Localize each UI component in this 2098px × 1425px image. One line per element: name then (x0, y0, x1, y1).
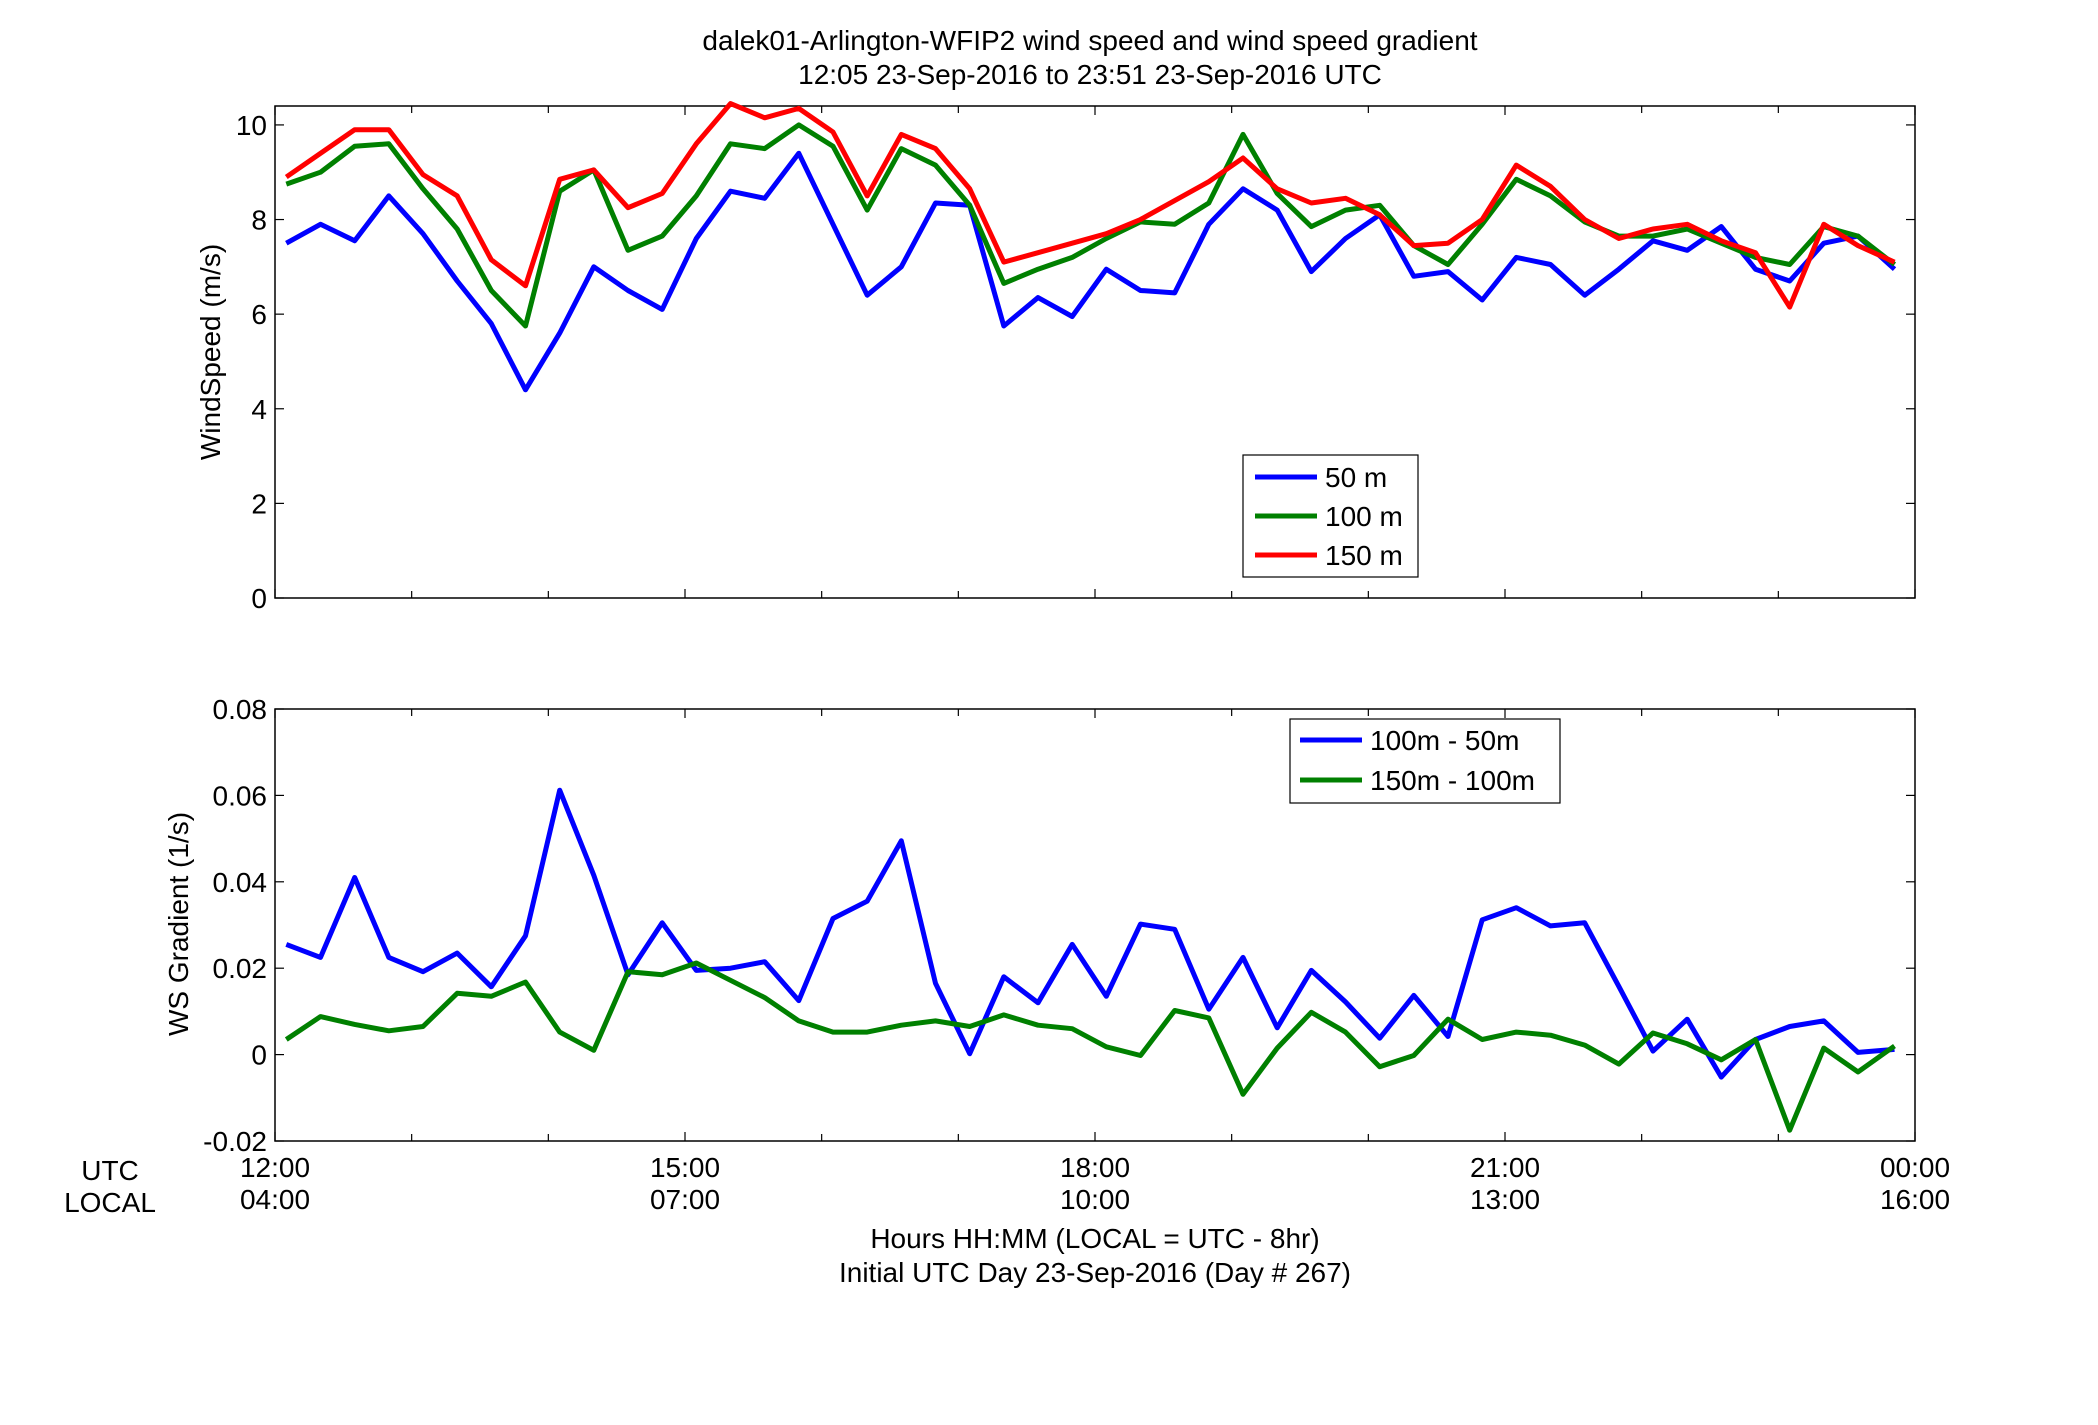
series-line-50-m (285, 150, 1897, 393)
x-tick-label-local: 16:00 (1880, 1184, 1950, 1215)
gradient-axis-ticks: -0.02 0 0.02 0.04 0.06 0.08 (203, 694, 1916, 1157)
x-tick-label-utc: 21:00 (1470, 1152, 1540, 1183)
windspeed-y-tick-label: 8 (251, 205, 267, 236)
windspeed-y-tick-label: 4 (251, 394, 267, 425)
series-line-150m-100m (284, 960, 1896, 1133)
x-tick-label-local: 07:00 (650, 1184, 720, 1215)
x-tick-label-utc: 12:00 (240, 1152, 310, 1183)
gradient-y-tick-label: -0.02 (203, 1126, 267, 1157)
gradient-legend-box (1289, 718, 1561, 804)
gradient-plot-area (274, 708, 1916, 1142)
legend-label-50m: 50 m (1325, 462, 1387, 493)
gradient-series-lines (284, 787, 1896, 1133)
chart-title-line1: dalek01-Arlington-WFIP2 wind speed and w… (702, 25, 1477, 56)
x-tick-label-utc: 15:00 (650, 1152, 720, 1183)
legend-label-100m: 100 m (1325, 501, 1403, 532)
windspeed-y-tick-label: 6 (251, 299, 267, 330)
series-line-100m-50m (285, 787, 1895, 1080)
x-axis-label-line1: Hours HH:MM (LOCAL = UTC - 8hr) (870, 1223, 1319, 1254)
x-tick-label-local: 13:00 (1470, 1184, 1540, 1215)
legend-label-100m-50m: 100m - 50m (1370, 725, 1519, 756)
x-tick-label-local: 04:00 (240, 1184, 310, 1215)
utc-row-label: UTC (81, 1155, 139, 1186)
chart-title-line2: 12:05 23-Sep-2016 to 23:51 23-Sep-2016 U… (798, 59, 1382, 90)
windspeed-legend: 50 m 100 m 150 m (1242, 454, 1419, 578)
gradient-y-tick-label: 0.06 (213, 780, 268, 811)
windspeed-axis-ticks: 0 2 4 6 8 10 (236, 106, 1916, 614)
gradient-y-tick-label: 0.02 (213, 953, 268, 984)
series-line-150-m (284, 101, 1896, 310)
legend-label-150m-100m: 150m - 100m (1370, 765, 1535, 796)
x-tick-label-local: 10:00 (1060, 1184, 1130, 1215)
gradient-y-axis-label: WS Gradient (1/s) (163, 812, 194, 1036)
x-tick-label-utc: 18:00 (1060, 1152, 1130, 1183)
gradient-y-tick-label: 0 (251, 1040, 267, 1071)
gradient-legend: 100m - 50m 150m - 100m (1289, 718, 1561, 804)
windspeed-y-axis-label: WindSpeed (m/s) (195, 244, 226, 460)
x-tick-label-utc: 00:00 (1880, 1152, 1950, 1183)
gradient-y-tick-label: 0.04 (213, 867, 268, 898)
local-row-label: LOCAL (64, 1187, 156, 1218)
windspeed-y-tick-label: 0 (251, 583, 267, 614)
windspeed-y-tick-label: 10 (236, 110, 267, 141)
legend-label-150m: 150 m (1325, 540, 1403, 571)
windspeed-y-tick-label: 2 (251, 488, 267, 519)
gradient-panel: -0.02 0 0.02 0.04 0.06 0.08 WS Gradient (1/s)… (163, 694, 1916, 1157)
windspeed-series-lines (284, 101, 1897, 393)
x-axis-label-line2: Initial UTC Day 23-Sep-2016 (Day # 267) (839, 1257, 1351, 1288)
gradient-y-tick-label: 0.08 (213, 694, 268, 725)
windspeed-plot-area (274, 105, 1916, 599)
windspeed-panel: 0 2 4 6 8 10 WindSpeed (m/s) 50 m 100 m 150 m (195, 101, 1916, 614)
